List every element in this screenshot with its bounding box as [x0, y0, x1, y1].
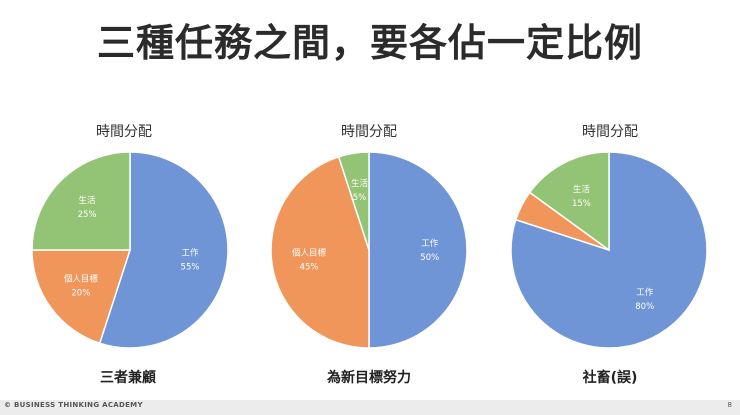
pie-1-slice-personal-goal [31, 249, 132, 345]
pie-chart-3: 工作 80% 生活 15% [510, 151, 708, 349]
pie-1-value-work: 55% [181, 263, 200, 273]
pie-chart-1: 工作 55% 個人目標 20% 生活 25% [31, 151, 229, 349]
pie-2-slice-work [368, 151, 468, 349]
pie-2-value-life: 5% [353, 193, 367, 203]
pie-3-slice-life [528, 151, 610, 252]
chart-2-caption: 為新目標努力 [327, 370, 411, 386]
pie-2-label-work: 工作 [421, 238, 439, 249]
pie-1-label-personal-goal: 個人目標 [64, 274, 99, 285]
pie-2-slice-personal-goal [270, 155, 370, 349]
pie-2-value-personal-goal: 45% [300, 263, 319, 273]
pie-1-value-life: 25% [78, 210, 97, 220]
pie-1-slice-work [98, 151, 229, 349]
pie-3-value-life: 15% [572, 199, 591, 209]
chart-3-caption: 社畜(誤) [582, 370, 638, 386]
page-number: 8 [727, 401, 732, 409]
pie-1-label-work: 工作 [182, 248, 200, 259]
footer-bar: © BUSINESS THINKING ACADEMY 8 [0, 400, 740, 415]
chart-1-title: 時間分配 [96, 124, 152, 140]
pie-3-slice-work [510, 151, 708, 349]
chart-2-title: 時間分配 [341, 124, 397, 140]
pie-3-label-life: 生活 [573, 184, 591, 195]
pie-chart-2: 工作 50% 個人目標 45% 生活 5% [270, 151, 468, 349]
pie-1-label-life: 生活 [79, 195, 97, 206]
pie-3-label-work: 工作 [636, 287, 654, 298]
footer-copyright: © BUSINESS THINKING ACADEMY [4, 401, 143, 409]
pie-1-value-personal-goal: 20% [71, 289, 90, 299]
pie-2-value-work: 50% [420, 253, 439, 263]
pie-2-label-life: 生活 [351, 178, 369, 189]
chart-1-caption: 三者兼顧 [100, 370, 156, 386]
pie-2-label-personal-goal: 個人目標 [292, 248, 327, 259]
pie-2-slice-life [337, 151, 370, 251]
slide-title: 三種任務之間，要各佔一定比例 [96, 21, 643, 65]
chart-3-title: 時間分配 [582, 124, 638, 140]
pie-3-value-work: 80% [635, 302, 654, 312]
pie-1-slice-life [31, 151, 131, 251]
